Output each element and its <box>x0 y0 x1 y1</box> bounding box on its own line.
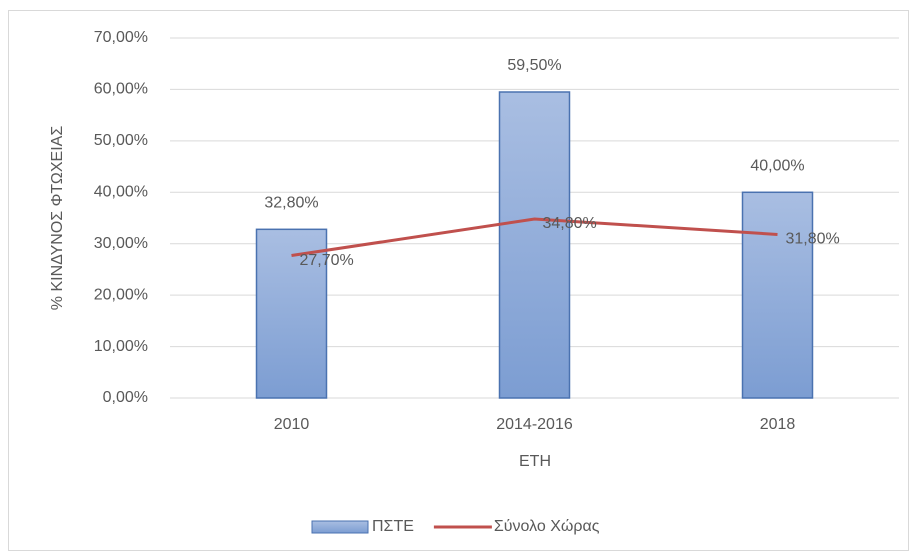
y-tick-label: 60,00% <box>94 81 148 98</box>
data-label: 32,80% <box>264 195 318 212</box>
data-label: 27,70% <box>300 252 354 269</box>
y-tick-label: 30,00% <box>94 235 148 252</box>
data-label: 31,80% <box>786 231 840 248</box>
y-tick-label: 50,00% <box>94 132 148 149</box>
y-axis-title: % ΚΙΝΔΥΝΟΣ ΦΤΩΧΕΙΑΣ <box>49 126 66 311</box>
bar <box>498 91 571 399</box>
legend-label: Σύνολο Χώρας <box>494 518 600 535</box>
legend-label: ΠΣΤΕ <box>372 518 414 535</box>
line <box>291 217 778 258</box>
data-label: 59,50% <box>507 57 561 74</box>
x-tick-label: 2014-2016 <box>496 416 573 433</box>
x-tick-label: 2018 <box>760 416 796 433</box>
data-label: 34,80% <box>543 215 597 232</box>
x-tick-label: 2010 <box>274 416 310 433</box>
legend-swatch <box>311 520 369 534</box>
y-tick-label: 10,00% <box>94 338 148 355</box>
bar <box>255 228 328 399</box>
y-tick-label: 20,00% <box>94 286 148 303</box>
y-tick-label: 70,00% <box>94 29 148 46</box>
bar <box>741 191 814 399</box>
x-axis-title: ΕΤΗ <box>519 453 551 470</box>
y-tick-label: 0,00% <box>103 389 148 406</box>
data-label: 40,00% <box>750 158 804 175</box>
y-tick-label: 40,00% <box>94 184 148 201</box>
